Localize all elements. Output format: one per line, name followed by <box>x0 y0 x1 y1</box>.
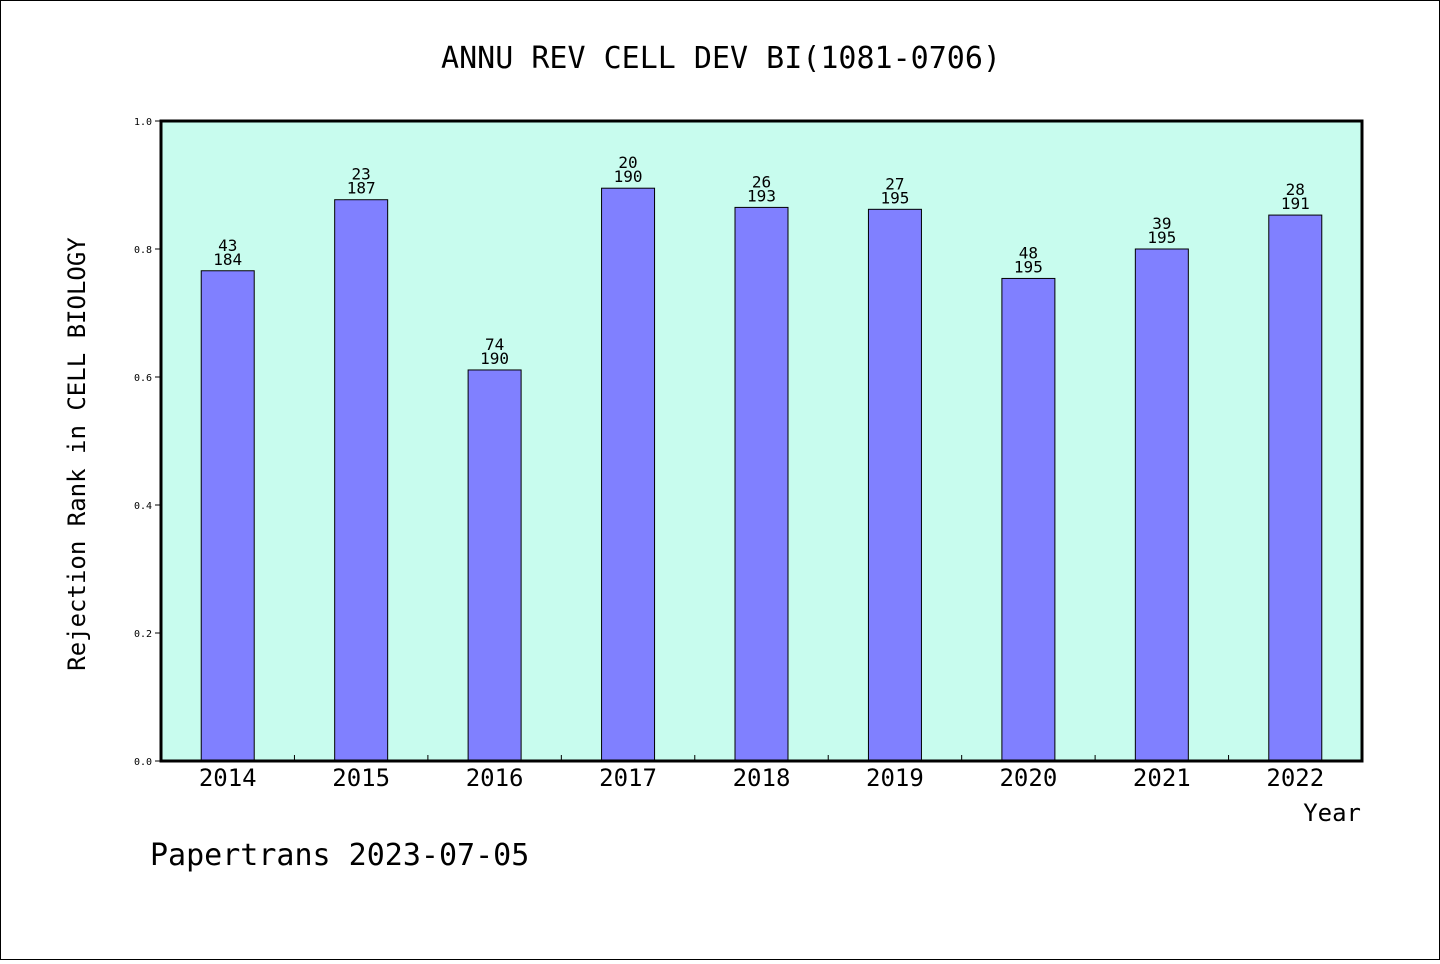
y-tick-label: 0.4 <box>134 501 152 512</box>
bar-label-top: 43 <box>218 236 237 255</box>
x-tick-label: 2019 <box>866 764 924 792</box>
bar-2018 <box>734 206 789 762</box>
x-tick-label: 2017 <box>599 764 657 792</box>
bar-2016 <box>467 369 522 762</box>
bar-label-bottom: 190 <box>480 349 509 368</box>
bar-label-bottom: 193 <box>747 186 776 205</box>
x-axis-label: Year <box>1303 799 1361 827</box>
bar-label-bottom: 191 <box>1281 194 1310 213</box>
x-tick-label: 2015 <box>332 764 390 792</box>
bar-2017 <box>601 187 656 762</box>
bar-label-top: 48 <box>1019 243 1038 262</box>
x-tick-label: 2018 <box>733 764 791 792</box>
x-axis: 2014 2015 2016 2017 2018 2019 2020 2021 2022 <box>199 755 1324 792</box>
bar-label-bottom: 190 <box>614 167 643 186</box>
bar-2015 <box>334 199 389 762</box>
bar-label-top: 26 <box>752 172 771 191</box>
y-axis-label: Rejection Rank in CELL BIOLOGY <box>63 237 91 671</box>
bar-label-top: 39 <box>1152 214 1171 233</box>
x-tick-label: 2016 <box>466 764 524 792</box>
bar-label-top: 23 <box>352 165 371 184</box>
footer-credit: Papertrans 2023-07-05 <box>150 838 529 873</box>
bar-2014 <box>200 270 255 762</box>
y-tick-label: 0.2 <box>134 629 152 640</box>
bars <box>200 187 1323 762</box>
chart-title: ANNU REV CELL DEV BI(1081-0706) <box>441 41 1001 76</box>
y-tick-label: 0.8 <box>134 245 152 256</box>
plot-border <box>159 119 1364 763</box>
x-tick-label: 2022 <box>1266 764 1324 792</box>
bar-label-bottom: 195 <box>880 188 909 207</box>
y-axis: 0.0 0.2 0.4 0.6 0.8 1.0 <box>134 117 161 768</box>
bar-label-top: 74 <box>485 335 504 354</box>
bar-label-bottom: 195 <box>1014 257 1043 276</box>
bar-2020 <box>1001 277 1056 762</box>
bar-2019 <box>867 208 922 762</box>
y-tick-label: 0.6 <box>134 373 152 384</box>
bar-2021 <box>1134 248 1189 762</box>
x-tick-label: 2021 <box>1133 764 1191 792</box>
bar-label-bottom: 195 <box>1147 228 1176 247</box>
y-tick-label: 1.0 <box>134 117 152 128</box>
bar-label-top: 20 <box>618 153 637 172</box>
bar-label-bottom: 184 <box>213 250 242 269</box>
x-tick-label: 2014 <box>199 764 257 792</box>
bar-label-top: 27 <box>885 174 904 193</box>
bar-label-bottom: 187 <box>347 179 376 198</box>
y-tick-label: 0.0 <box>134 757 152 768</box>
bar-2022 <box>1268 214 1323 762</box>
bar-label-top: 28 <box>1286 180 1305 199</box>
x-tick-label: 2020 <box>999 764 1057 792</box>
